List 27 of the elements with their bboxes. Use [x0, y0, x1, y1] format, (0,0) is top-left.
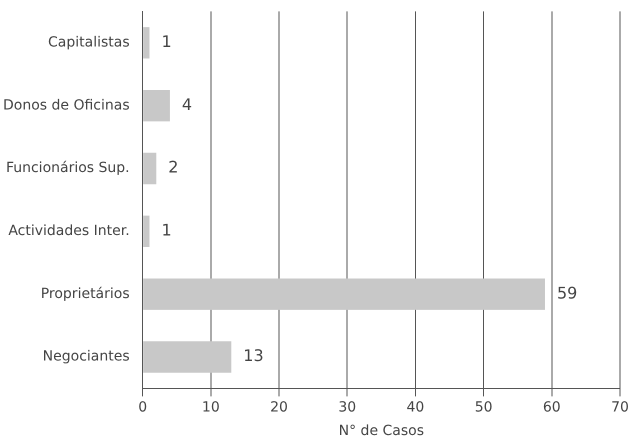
bar — [143, 90, 170, 122]
bar — [143, 152, 156, 184]
x-tick-label: 0 — [138, 399, 148, 416]
y-tick-label: Actividades Inter. — [8, 222, 130, 239]
bar — [143, 216, 150, 248]
x-tick-label: 70 — [611, 399, 629, 416]
x-tick-label: 10 — [202, 399, 220, 416]
y-tick-label: Capitalistas — [48, 34, 130, 50]
x-axis-title: N° de Casos — [338, 423, 424, 440]
y-tick-label: Proprietários — [40, 286, 130, 302]
data-label: 13 — [243, 346, 264, 366]
bar — [143, 341, 232, 373]
x-tick-label: 30 — [338, 399, 356, 416]
bar — [143, 278, 545, 310]
x-tick-label: 60 — [542, 399, 561, 416]
x-tick-label: 50 — [474, 399, 493, 416]
y-tick-label: Donos de Oficinas — [2, 97, 130, 114]
y-tick-label: Negociantes — [42, 348, 130, 365]
bar — [143, 27, 150, 59]
data-label: 59 — [556, 283, 578, 302]
data-label: 4 — [182, 94, 192, 114]
data-label: 1 — [161, 32, 172, 51]
y-tick-label: Funcionários Sup. — [6, 160, 130, 176]
x-tick-label: 40 — [406, 399, 424, 416]
data-label: 2 — [168, 158, 178, 177]
x-tick-label: 20 — [270, 399, 288, 416]
data-label: 1 — [161, 220, 172, 240]
